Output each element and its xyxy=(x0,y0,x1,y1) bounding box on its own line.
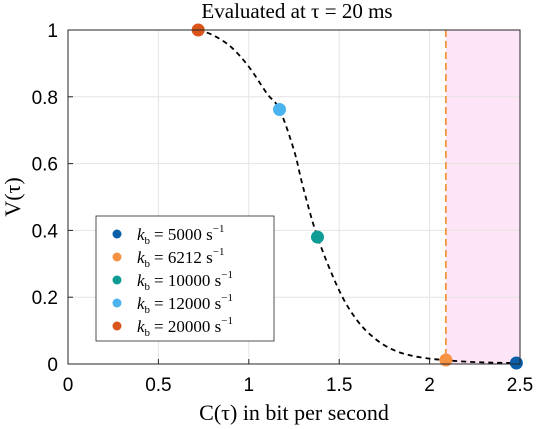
legend-box xyxy=(95,215,275,342)
data-point xyxy=(273,102,287,116)
legend-marker xyxy=(112,252,122,262)
legend-marker xyxy=(112,229,122,239)
y-axis-label: V(τ) xyxy=(0,177,25,216)
x-tick-label: 2 xyxy=(424,375,435,396)
data-point xyxy=(439,353,453,367)
legend-label: kb = 6212 s−1 xyxy=(137,246,224,270)
legend-label: kb = 10000 s−1 xyxy=(137,269,233,293)
legend-marker xyxy=(112,321,122,331)
y-tick-label: 0.4 xyxy=(32,221,59,242)
y-tick-label: 0.6 xyxy=(32,155,58,176)
y-tick-label: 1 xyxy=(47,21,58,42)
shaded-region-layer xyxy=(445,30,520,364)
y-tick-label: 0.2 xyxy=(32,288,58,309)
tick-marks xyxy=(67,29,521,365)
x-tick-label: 2.5 xyxy=(507,375,533,396)
shaded-region xyxy=(445,30,520,364)
axes-frame xyxy=(67,29,521,365)
x-tick-label: 0 xyxy=(63,375,74,396)
legend-label: kb = 12000 s−1 xyxy=(137,292,233,316)
legend: kb = 5000 s−1kb = 6212 s−1kb = 10000 s−1kb =… xyxy=(95,215,275,342)
x-tick-label: 1 xyxy=(244,375,255,396)
legend-label: kb = 20000 s−1 xyxy=(137,315,233,339)
tick-labels: 0 0.5 1 1.5 2 2.5 0 0.2 0.4 0.6 0.8 1 xyxy=(32,21,534,396)
chart-title: Evaluated at τ = 20 ms xyxy=(201,0,392,23)
x-tick-label: 0.5 xyxy=(145,375,171,396)
x-tick-label: 1.5 xyxy=(326,375,352,396)
y-tick-label: 0 xyxy=(47,355,58,376)
data-point xyxy=(311,230,325,244)
legend-label: kb = 5000 s−1 xyxy=(137,223,224,247)
legend-marker xyxy=(112,275,122,285)
legend-marker xyxy=(112,298,122,308)
y-tick-label: 0.8 xyxy=(32,88,58,109)
data-point xyxy=(509,356,523,370)
x-axis-label: C(τ) in bit per second xyxy=(199,400,389,425)
